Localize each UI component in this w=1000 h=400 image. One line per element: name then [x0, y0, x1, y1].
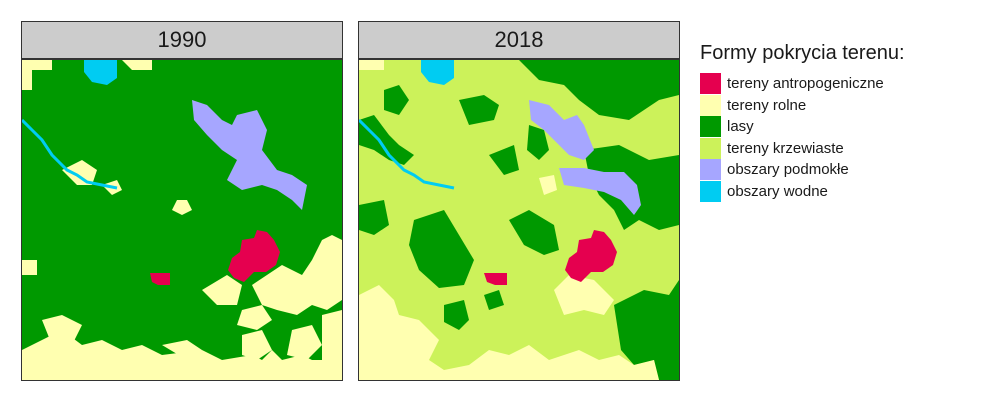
panel-title-1990: 1990	[21, 21, 343, 59]
legend-swatch-anthro	[700, 73, 721, 95]
legend-label-anthro: tereny antropogeniczne	[727, 75, 884, 93]
urban-area-main	[228, 230, 280, 282]
legend-swatch-shrub	[700, 137, 721, 159]
water-body-river	[22, 118, 118, 190]
wetland-area-east	[559, 168, 641, 215]
legend-item-water: obszary wodne	[700, 180, 990, 203]
legend-item-agri: tereny rolne	[700, 94, 990, 117]
legend-swatch-forest	[700, 116, 721, 138]
urban-area-small	[484, 273, 507, 285]
map-panel-2018: 2018	[358, 21, 680, 381]
legend-item-shrub: tereny krzewiaste	[700, 137, 990, 160]
wetland-area	[192, 100, 307, 210]
legend-swatch-water	[700, 180, 721, 202]
urban-area-small	[150, 273, 170, 285]
legend-item-wet: obszary podmokłe	[700, 159, 990, 181]
water-body-lake	[421, 60, 454, 85]
land-cover-map-1990	[21, 59, 343, 381]
agricultural-areas	[22, 60, 342, 380]
land-cover-map-2018	[358, 59, 680, 381]
legend-item-forest: lasy	[700, 116, 990, 138]
legend-label-wet: obszary podmokłe	[727, 161, 849, 179]
panel-title-2018: 2018	[358, 21, 680, 59]
legend-label-shrub: tereny krzewiaste	[727, 139, 844, 157]
legend-item-anthro: tereny antropogeniczne	[700, 73, 990, 95]
legend-swatch-agri	[700, 94, 721, 116]
wetland-area	[529, 100, 594, 160]
urban-area-main	[565, 230, 617, 282]
legend-label-agri: tereny rolne	[727, 96, 807, 114]
legend-title: Formy pokrycia terenu:	[700, 42, 905, 64]
legend: Formy pokrycia terenu: tereny antropogen…	[700, 42, 990, 202]
legend-label-forest: lasy	[727, 118, 754, 136]
water-body-river	[359, 118, 455, 190]
agricultural-areas	[359, 60, 659, 380]
water-body-lake	[84, 60, 117, 85]
map-panel-1990: 1990	[21, 21, 343, 381]
legend-swatch-wet	[700, 159, 721, 181]
legend-label-water: obszary wodne	[727, 182, 828, 200]
